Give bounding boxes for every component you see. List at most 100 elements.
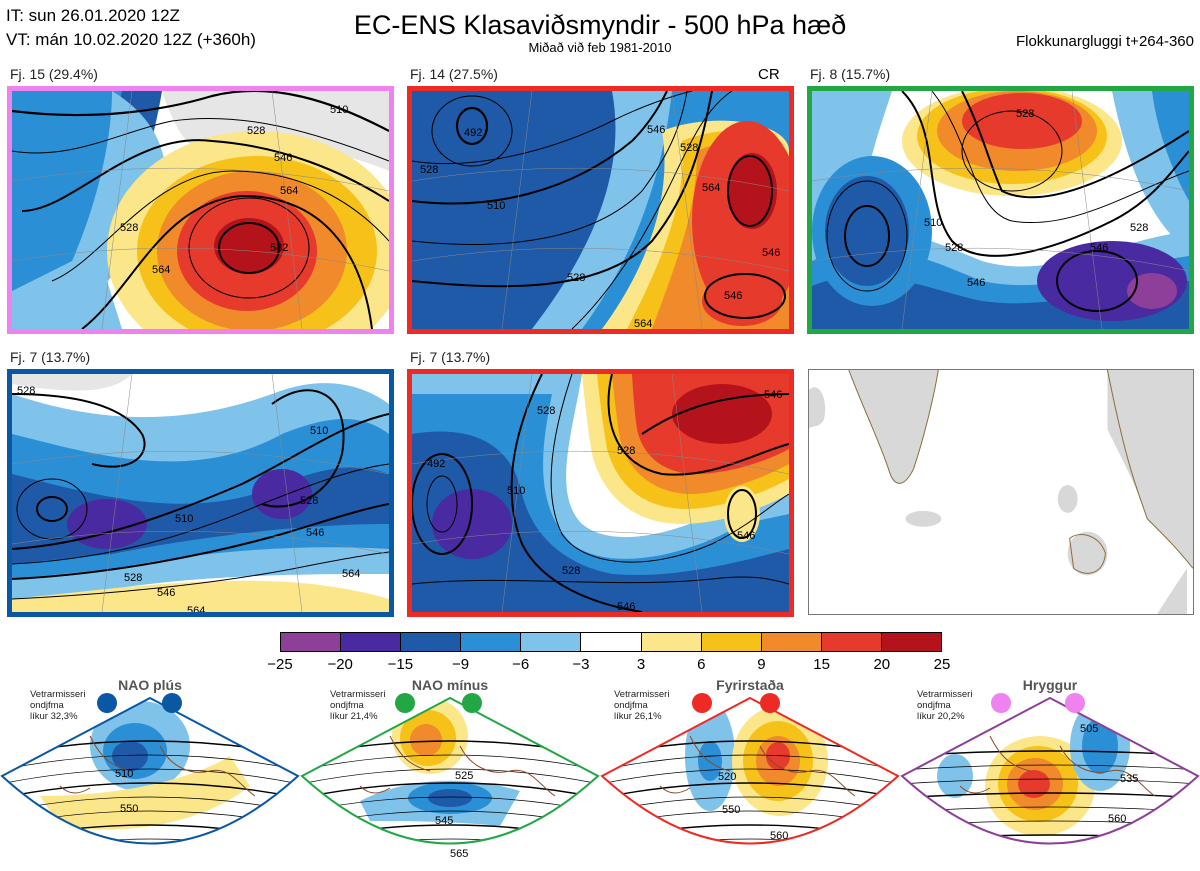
regime-map: 525 545 565 <box>300 676 600 871</box>
regime-contour-label: 510 <box>115 768 133 780</box>
height-contour <box>902 778 1198 785</box>
height-contour <box>0 853 300 868</box>
regime-info-line: ondjfma <box>614 700 648 711</box>
regime-info-line: Vetrarmisseri <box>30 689 86 700</box>
colorbar-tick-label: 20 <box>873 656 891 673</box>
height-contour <box>602 754 898 771</box>
anomaly-map: 546 528 492 510 528 546 528 546 <box>412 374 789 612</box>
classification-window: Flokkunargluggi t+264-360 <box>1015 33 1194 50</box>
contour-label: 564 <box>152 264 170 276</box>
contour-label: 528 <box>247 125 265 137</box>
colorbar-segment <box>641 633 702 651</box>
regime-marker-dot <box>97 693 117 713</box>
regime-contour-label: 520 <box>718 771 736 783</box>
regime-contour-label: 550 <box>120 803 138 815</box>
contour-label: 528 <box>617 445 635 457</box>
regime-marker-dot <box>462 693 482 713</box>
regime-contour-label: 525 <box>455 770 473 782</box>
contour-label: 546 <box>274 152 292 164</box>
regime-marker-dot <box>395 693 415 713</box>
contour-label: 564 <box>187 605 205 612</box>
coastline <box>59 735 256 797</box>
colorbar-segment <box>341 633 402 651</box>
colorbar-segment <box>881 633 942 651</box>
regime-info: Vetrarmisseri ondjfma líkur 26,1% <box>614 689 669 722</box>
contour-label: 528 <box>567 272 585 284</box>
panel-4-label: Fj. 7 (13.7%) <box>10 349 91 365</box>
anomaly-region <box>698 741 722 781</box>
anomaly-region <box>40 756 250 830</box>
regime-map: 520 550 560 <box>600 676 900 871</box>
colorbar-segment <box>821 633 882 651</box>
contour-label: 546 <box>647 124 665 136</box>
regime-contour-label: 565 <box>450 848 468 860</box>
regime-marker-dot <box>1065 693 1085 713</box>
regime-frame <box>0 696 300 845</box>
cluster-map-5: 546 528 492 510 528 546 528 546 <box>407 369 794 617</box>
panel-3-label: Fj. 8 (15.7%) <box>810 66 891 82</box>
height-contour <box>302 754 598 771</box>
height-contour <box>600 853 900 868</box>
regime-info-line: ondjfma <box>330 700 364 711</box>
contour-label: 510 <box>310 425 328 437</box>
contour-label: 564 <box>702 182 720 194</box>
anomaly-region <box>937 754 973 798</box>
contour-label: 546 <box>157 587 175 599</box>
colorbar-tick-label: −6 <box>512 656 530 673</box>
regime-marker-dot <box>162 693 182 713</box>
contour-label: 528 <box>120 222 138 234</box>
cluster-map-2: 528 492 510 528 546 564 528 546 546 564 <box>407 86 794 334</box>
height-contour <box>2 768 298 785</box>
height-contour <box>302 782 598 799</box>
anomaly-map: 528 510 528 546 546 528 <box>812 91 1189 329</box>
colorbar-segment <box>701 633 762 651</box>
colorbar-tick-label: 3 <box>636 656 646 673</box>
height-contour <box>602 768 898 785</box>
contour-label: 546 <box>724 290 742 302</box>
contour-label: 528 <box>537 405 555 417</box>
regime-info: Vetrarmisseri ondjfma líkur 32,3% <box>30 689 85 722</box>
height-contour <box>900 863 1200 868</box>
regime-frame <box>300 696 600 845</box>
colorbar-tick-label: 25 <box>933 656 951 673</box>
contour-label: 492 <box>427 458 445 470</box>
cluster-map-1: 510 528 546 564 582 528 564 <box>7 86 394 334</box>
contour-label: 510 <box>175 513 193 525</box>
colorbar-tick-label: −25 <box>267 656 293 673</box>
panel-5-label: Fj. 7 (13.7%) <box>410 349 491 365</box>
height-contour <box>2 782 298 799</box>
anomaly-region <box>1082 718 1118 774</box>
regime-info-line: Vetrarmisseri <box>614 689 670 700</box>
regime-info-line: líkur 32,3% <box>30 711 78 722</box>
contour-label: 564 <box>634 318 652 329</box>
anomaly-map: 528 492 510 528 546 564 528 546 546 564 <box>412 91 789 329</box>
regime-map: 510 550 <box>0 676 300 871</box>
contour-label: 564 <box>280 185 298 197</box>
contour-label: 528 <box>420 164 438 176</box>
height-contour <box>2 838 298 844</box>
colorbar-tick-label: −3 <box>572 656 590 673</box>
anomaly-region <box>410 724 442 756</box>
regime-title: NAO plús <box>118 677 182 693</box>
anomaly-region <box>428 789 472 807</box>
coastline <box>959 735 1156 797</box>
coastline <box>359 735 556 797</box>
contour-label: 528 <box>17 385 35 397</box>
regime-contour-label: 560 <box>1108 813 1126 825</box>
contour-label: 546 <box>737 530 755 542</box>
page-title: EC-ENS Klasaviðsmyndir - 500 hPa hæð <box>353 10 847 40</box>
reference-map <box>808 369 1194 615</box>
cluster-map-4: 528 510 528 546 510 528 546 564 564 <box>7 369 394 617</box>
regime-info: Vetrarmisseri ondjfma líkur 21,4% <box>330 689 385 722</box>
colorbar-tick-label: −9 <box>451 656 470 673</box>
contour-label: 510 <box>924 217 942 229</box>
anomaly-region <box>1014 848 1046 860</box>
colorbar-segment <box>521 633 582 651</box>
regime-info: Vetrarmisseri ondjfma líkur 20,2% <box>917 689 972 722</box>
contour-label: 528 <box>680 142 698 154</box>
regime-frame <box>600 696 900 845</box>
regime-title: Hryggur <box>1022 677 1078 693</box>
contour-label: 528 <box>562 565 580 577</box>
colorbar-tick-label: −20 <box>327 656 353 673</box>
panel-1-label: Fj. 15 (29.4%) <box>10 66 98 82</box>
